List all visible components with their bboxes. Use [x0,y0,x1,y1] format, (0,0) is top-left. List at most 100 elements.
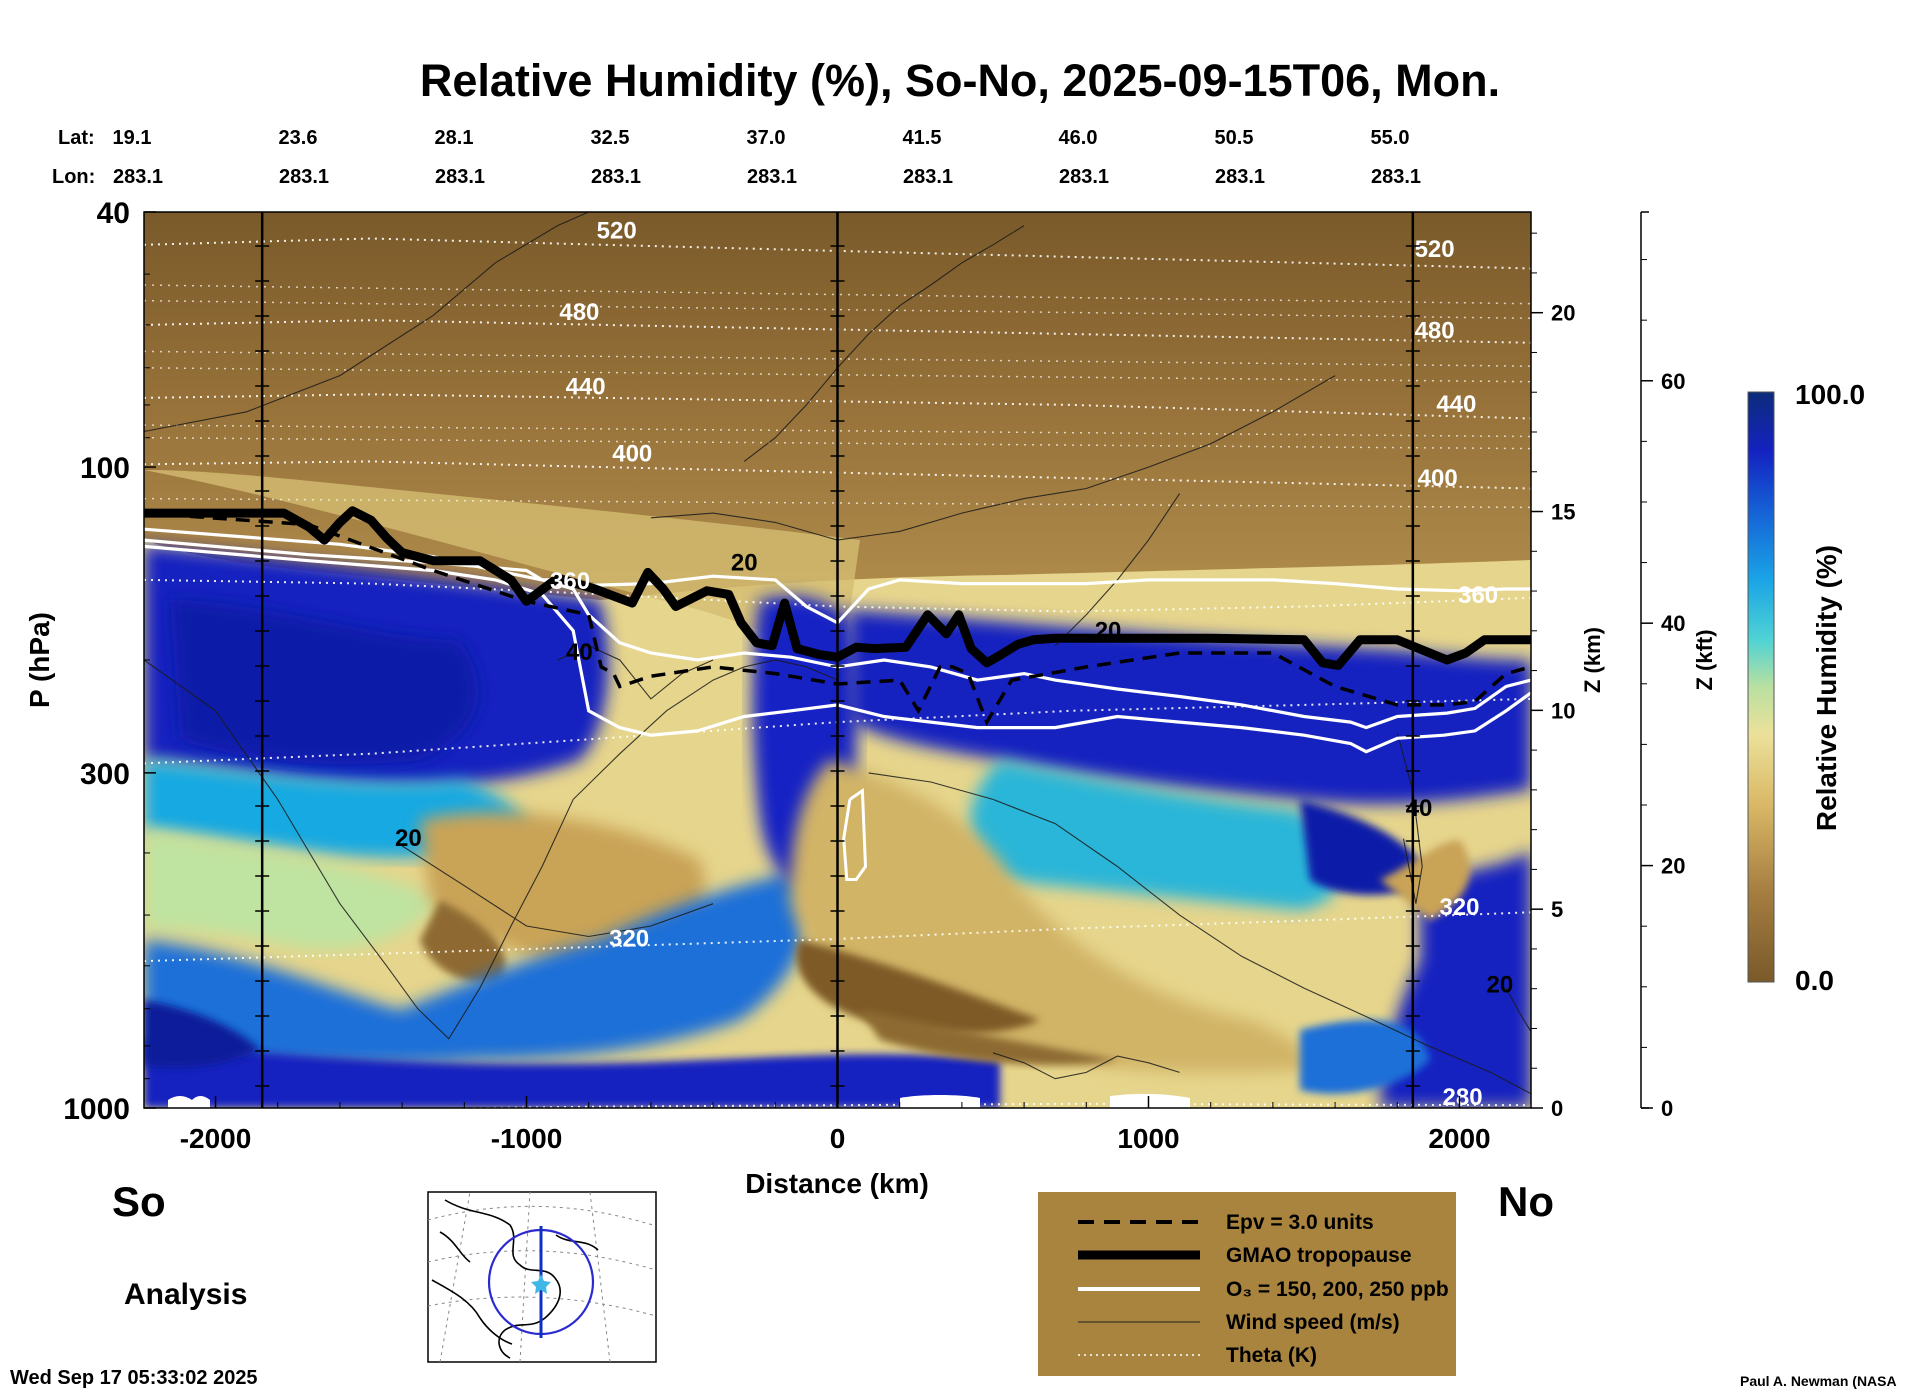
y-tick-label: 40 [97,197,130,230]
credit: Paul A. Newman (NASA [1740,1373,1897,1389]
contour-label: 480 [1415,317,1455,344]
z-kft-tick-label: 0 [1661,1096,1673,1121]
timestamp: Wed Sep 17 05:33:02 2025 [10,1367,258,1389]
z-km-tick-label: 10 [1551,698,1575,723]
lat-value: 55.0 [1371,127,1410,149]
theta-aux-line [144,436,1531,450]
colorbar: 100.0 0.0 Relative Humidity (%) [1747,379,1865,996]
wind-contour-1 [144,212,589,433]
wind-contour-3 [479,659,838,989]
z-kft-tick-label: 60 [1661,369,1685,394]
y-tick-label: 300 [80,758,130,791]
lat-value: 50.5 [1215,127,1254,149]
theta-aux-line [144,497,1531,509]
ozone-contour-1 [144,527,1531,730]
lat-lon-header: Lat: Lon: [52,127,95,188]
lon-value: 283.1 [279,166,329,188]
coastline-icon [431,1199,599,1359]
colorbar-min-label: 0.0 [1795,965,1834,996]
lon-value: 283.1 [1371,166,1421,188]
contour-label: 400 [1418,465,1458,492]
lon-value: 283.1 [903,166,953,188]
contour-label: 20 [1487,971,1514,998]
wind-contour-8 [868,772,1531,1095]
colorbar-gradient [1747,391,1775,983]
x-tick-label: 1000 [1117,1123,1179,1154]
contour-label: 40 [566,639,593,666]
z-kft-axis: 0 20 40 60 [1640,211,1685,1121]
contour-label: 40 [1406,795,1433,822]
ozone-contour-small [842,788,868,881]
theta-aux-line [144,367,1531,383]
contour-label: 520 [1415,236,1455,263]
theta-aux-line [144,284,1531,305]
x-tick-label: -2000 [180,1123,252,1154]
vertical-markers [255,212,1420,1108]
contour-label: 520 [597,218,637,245]
lat-value: 19.1 [113,127,152,149]
colorbar-max-label: 100.0 [1795,379,1865,410]
legend: Epv = 3.0 units GMAO tropopause O₃ = 150… [1038,1192,1456,1376]
locator-map [427,1191,657,1363]
z-kft-label: Z (kft) [1692,629,1717,690]
north-label: No [1498,1178,1554,1225]
colorbar-title: Relative Humidity (%) [1811,545,1842,831]
wind-contour-11 [1505,987,1531,1032]
lat-value: 32.5 [591,127,630,149]
z-kft-tick-label: 20 [1661,854,1685,879]
lon-value: 283.1 [747,166,797,188]
contour-label: 360 [550,568,590,595]
wind-contour-9 [1054,493,1181,647]
contour-label: 320 [1439,894,1479,921]
lat-value: 28.1 [435,127,474,149]
chart-title: Relative Humidity (%), So-No, 2025-09-15… [420,55,1500,106]
x-axis-label: Distance (km) [745,1168,929,1199]
z-kft-tick-label: 40 [1661,611,1685,636]
epv-line [144,511,1531,727]
lat-value: 41.5 [903,127,942,149]
z-km-tick-label: 5 [1551,897,1563,922]
lat-value: 46.0 [1059,127,1098,149]
lat-label: Lat: [58,127,95,149]
lon-value: 283.1 [113,166,163,188]
center-star-icon [531,1274,551,1294]
y-tick-label: 100 [80,452,130,485]
legend-ozone-label: O₃ = 150, 200, 250 ppb [1226,1278,1449,1301]
x-tick-label: -1000 [491,1123,563,1154]
lat-lon-values: 19.1 23.6 28.1 32.5 37.0 41.5 46.0 50.5 55.0 283.… [113,127,1422,188]
analysis-label: Analysis [124,1278,247,1311]
wind-contour-6 [650,375,1336,541]
contour-label: 280 [1443,1084,1483,1111]
lon-value: 283.1 [591,166,641,188]
contour-label: 20 [731,549,758,576]
wind-contour-7 [743,225,1025,462]
contour-label: 20 [1095,617,1122,644]
z-km-tick-label: 15 [1551,500,1575,525]
legend-tropopause-label: GMAO tropopause [1226,1244,1412,1267]
theta-aux-line [144,299,1531,320]
legend-epv-label: Epv = 3.0 units [1226,1211,1374,1234]
lon-value: 283.1 [1059,166,1109,188]
lon-value: 283.1 [1215,166,1265,188]
ozone-contour-2 [144,544,1531,754]
wind-contour-2 [144,659,481,1040]
contour-labels: 520 480 440 400 360 320 520 480 440 400 360 320 280 2… [395,218,1513,1112]
lon-value: 283.1 [435,166,485,188]
x-tick-label: 0 [830,1123,846,1154]
contour-label: 440 [566,373,606,400]
wind-contour-12 [992,1052,1180,1080]
contour-label: 480 [559,299,599,326]
ozone-contour-3 [144,538,1531,625]
x-axis: -2000 -1000 0 1000 2000 [180,1096,1491,1154]
x-tick-label: 2000 [1428,1123,1490,1154]
contour-label: 320 [609,926,649,953]
y-tick-label: 1000 [63,1093,130,1126]
lat-value: 37.0 [747,127,786,149]
z-km-label: Z (km) [1580,627,1605,693]
contour-label: 20 [395,825,422,852]
z-km-tick-label: 0 [1551,1096,1563,1121]
z-km-axis: 0 5 10 15 20 [1531,232,1575,1121]
contour-label: 440 [1436,391,1476,418]
y-axis-label: P (hPa) [24,612,55,708]
